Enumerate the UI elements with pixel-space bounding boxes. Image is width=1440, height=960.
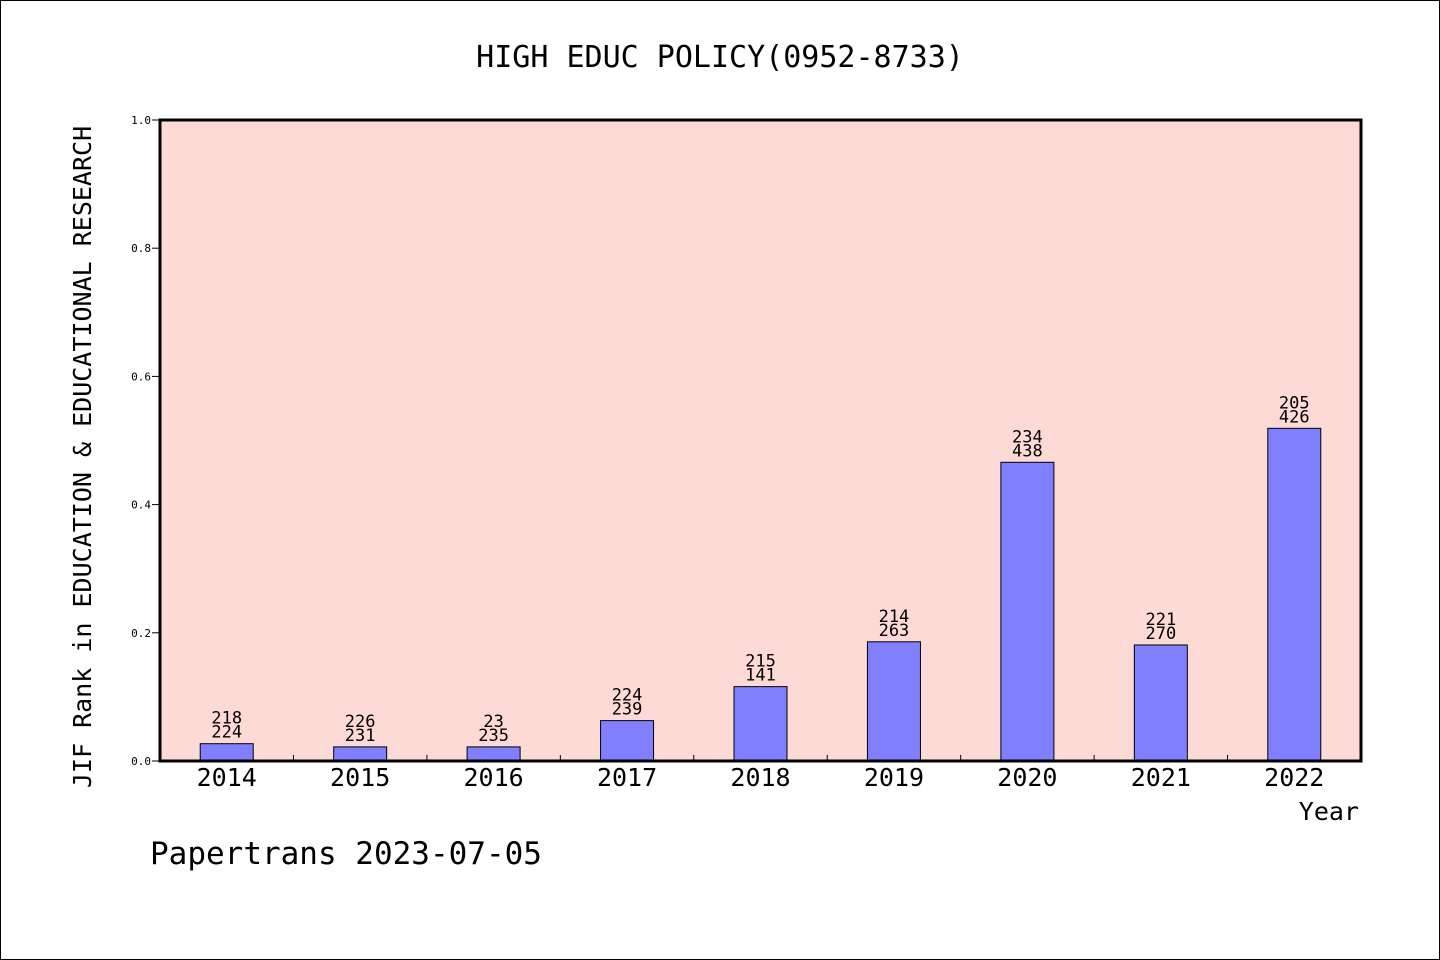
bar-label-total-2022: 426 (1279, 407, 1310, 427)
y-tick-label-0.6: 0.6 (131, 370, 151, 383)
y-tick-label-0.2: 0.2 (131, 627, 151, 640)
bar-label-total-2020: 438 (1012, 441, 1043, 461)
bar-2018 (733, 686, 788, 762)
y-axis-label: JIF Rank in EDUCATION & EDUCATIONAL RESE… (68, 126, 97, 788)
bar-label-rank-2014: 218 (211, 709, 242, 729)
bar-2015 (333, 746, 388, 762)
bar-label-rank-2020: 234 (1012, 427, 1043, 447)
bar-2019 (866, 641, 921, 762)
bar-2022 (1267, 427, 1322, 762)
x-axis-label: Year (1299, 797, 1359, 826)
x-tick-label-2021: 2021 (1131, 763, 1191, 792)
y-tick-label-0.4: 0.4 (131, 499, 151, 512)
bar-label-total-2016: 235 (478, 726, 509, 746)
bar-2017 (600, 720, 655, 762)
bar-label-rank-2019: 214 (879, 607, 910, 627)
bar-label-total-2019: 263 (879, 621, 910, 641)
y-axis: 0.0 0.2 0.4 0.6 0.8 1.0 (131, 114, 160, 768)
bar-label-total-2021: 270 (1145, 624, 1176, 644)
bar-label-rank-2021: 221 (1145, 610, 1176, 630)
bar-label-rank-2016: 23 (483, 712, 503, 732)
bar-label-total-2015: 231 (345, 726, 376, 746)
bar-label-rank-2022: 205 (1279, 393, 1310, 413)
bar-2021 (1133, 644, 1188, 762)
bar-label-rank-2017: 224 (612, 686, 643, 706)
bar-label-rank-2018: 215 (745, 652, 776, 672)
bar-label-total-2018: 141 (745, 666, 776, 686)
bar-2014 (199, 743, 254, 762)
chart-title: HIGH EDUC POLICY(0952-8733) (476, 40, 964, 75)
bar-label-rank-2015: 226 (345, 712, 376, 732)
x-tick-label-2020: 2020 (997, 763, 1057, 792)
y-tick-label-0.0: 0.0 (131, 755, 151, 768)
bar-labels-layer: 2182242262312323522423921514121426323443… (211, 393, 1309, 746)
y-tick-label-1.0: 1.0 (131, 114, 151, 127)
bar-label-total-2017: 239 (612, 700, 643, 720)
bar-2016 (466, 746, 521, 762)
bar-label-total-2014: 224 (211, 723, 242, 743)
x-axis: 2014 2015 2016 2017 2018 2019 2020 2021 2022 (197, 755, 1324, 792)
x-tick-label-2018: 2018 (730, 763, 790, 792)
x-tick-label-2022: 2022 (1264, 763, 1324, 792)
bar-2020 (1000, 461, 1055, 762)
x-tick-label-2019: 2019 (864, 763, 924, 792)
y-tick-label-0.8: 0.8 (131, 242, 151, 255)
plot-border (158, 118, 1363, 763)
x-tick-label-2017: 2017 (597, 763, 657, 792)
x-tick-label-2014: 2014 (197, 763, 257, 792)
x-tick-label-2016: 2016 (464, 763, 524, 792)
footer-credit: Papertrans 2023-07-05 (150, 836, 542, 872)
bars-layer (199, 427, 1322, 762)
x-tick-label-2015: 2015 (330, 763, 390, 792)
